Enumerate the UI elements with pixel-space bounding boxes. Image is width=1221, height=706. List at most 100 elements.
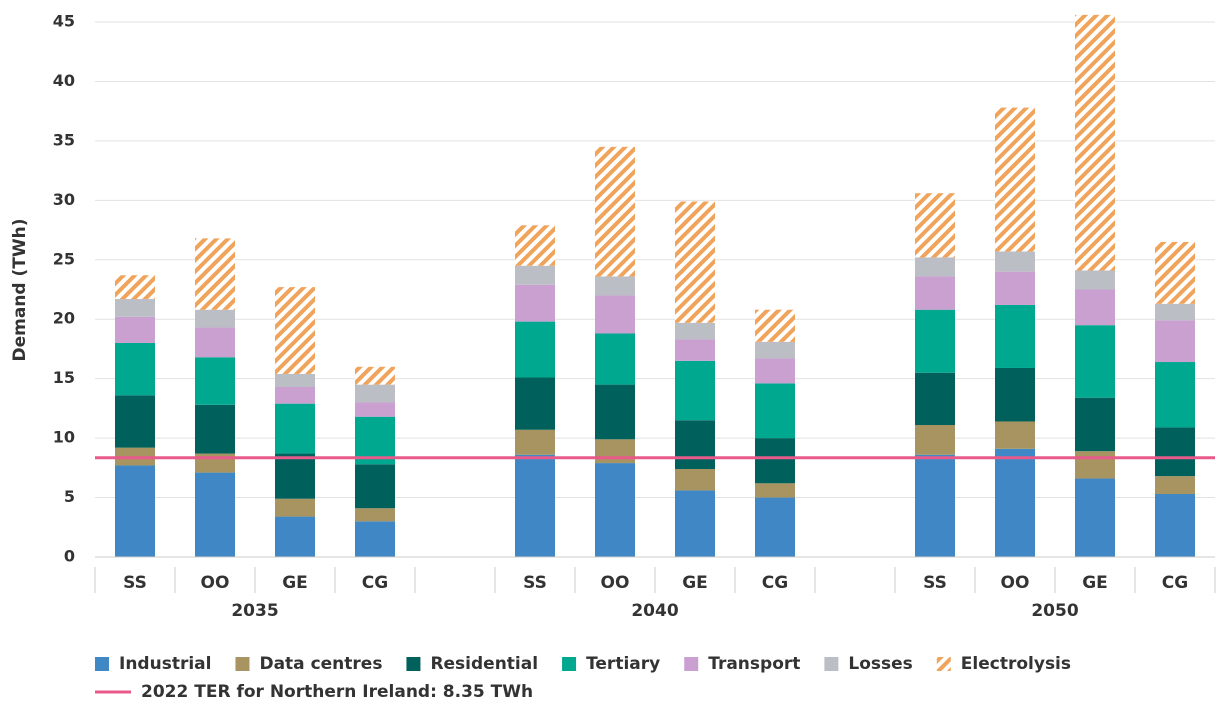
bar-segment — [355, 464, 395, 509]
bar-segment — [355, 508, 395, 522]
bar-segment — [595, 146, 635, 277]
bar-segment — [1075, 14, 1115, 271]
x-tick-label: CG — [1162, 573, 1188, 593]
bar-segment — [195, 472, 235, 557]
bar-segment — [355, 402, 395, 417]
y-tick-label: 10 — [53, 428, 75, 447]
bar-segment — [675, 420, 715, 470]
bar-segment — [595, 439, 635, 464]
bar-segment — [755, 383, 795, 439]
bar-segment — [755, 341, 795, 359]
group-label: 2050 — [1031, 601, 1078, 621]
x-tick-label: GE — [682, 573, 708, 593]
bar-segment — [675, 469, 715, 491]
bar-segment — [275, 403, 315, 454]
bar-segment — [515, 321, 555, 378]
y-axis-title: Demand (TWh) — [10, 218, 30, 361]
bar-segment — [275, 373, 315, 387]
bar-segment — [355, 384, 395, 403]
y-tick-label: 0 — [64, 547, 75, 566]
bar-segment — [915, 454, 955, 557]
bar-segment — [515, 454, 555, 557]
x-tick-label: OO — [1001, 573, 1030, 593]
bar-segment — [195, 357, 235, 405]
bar-segment — [755, 497, 795, 557]
legend-swatch — [406, 657, 421, 671]
x-tick-label: CG — [762, 573, 788, 593]
bar-segment — [515, 429, 555, 455]
bar-segment — [675, 339, 715, 361]
y-tick-label: 15 — [53, 368, 75, 387]
y-tick-label: 25 — [53, 249, 75, 268]
bar-segment — [1075, 325, 1115, 398]
bar-segment — [1075, 478, 1115, 557]
bar-segment — [995, 448, 1035, 557]
bar-segment — [915, 257, 955, 277]
group-label: 2035 — [231, 601, 278, 621]
legend-label: 2022 TER for Northern Ireland: 8.35 TWh — [141, 682, 533, 702]
legend-swatch — [824, 657, 839, 671]
bar-segment — [115, 465, 155, 557]
legend-label: Industrial — [119, 654, 211, 674]
x-tick-label: SS — [523, 573, 547, 593]
x-tick-label: GE — [1082, 573, 1108, 593]
y-tick-label: 40 — [53, 71, 75, 90]
group-label: 2040 — [631, 601, 678, 621]
bar-segment — [355, 521, 395, 557]
x-tick-label: SS — [923, 573, 947, 593]
bar-segment — [915, 309, 955, 373]
bar-segment — [995, 304, 1035, 368]
bar-segment — [515, 265, 555, 285]
bar-segment — [915, 425, 955, 455]
bar-segment — [515, 284, 555, 322]
bar-segment — [755, 438, 795, 484]
x-tick-label: SS — [123, 573, 147, 593]
bar-segment — [995, 107, 1035, 252]
bar-segment — [1075, 289, 1115, 326]
legend-swatch — [235, 657, 250, 671]
bar-segment — [275, 516, 315, 557]
bar-segment — [675, 322, 715, 340]
bar-segment — [1155, 241, 1195, 304]
bar-segment — [1155, 427, 1195, 477]
legend-swatch — [684, 657, 699, 671]
bar-segment — [995, 251, 1035, 272]
x-tick-label: GE — [282, 573, 308, 593]
bar-segment — [115, 299, 155, 317]
y-tick-label: 20 — [53, 309, 75, 328]
bar-segment — [595, 276, 635, 296]
x-tick-label: OO — [201, 573, 230, 593]
bar-segment — [275, 498, 315, 517]
legend-label: Residential — [430, 654, 538, 674]
bar-segment — [355, 366, 395, 385]
bar-segment — [915, 276, 955, 310]
bar-segment — [195, 327, 235, 358]
bar-segment — [755, 358, 795, 384]
legend-swatch — [562, 657, 577, 671]
y-tick-label: 5 — [64, 487, 75, 506]
bar-segment — [595, 333, 635, 385]
bar-segment — [675, 360, 715, 421]
bar-segment — [115, 343, 155, 396]
bar-segment — [915, 372, 955, 426]
x-tick-label: OO — [601, 573, 630, 593]
legend-swatch — [95, 657, 109, 671]
bar-segment — [115, 395, 155, 448]
bar-segment — [995, 367, 1035, 422]
legend-label: Losses — [848, 654, 912, 674]
bar-segment — [275, 453, 315, 499]
bar-segment — [915, 193, 955, 258]
legend-label: Tertiary — [586, 654, 660, 674]
legend-label: Data centres — [259, 654, 382, 674]
bar-segment — [995, 421, 1035, 449]
bar-segment — [195, 404, 235, 454]
bar-segment — [115, 275, 155, 300]
legend-label: Transport — [708, 654, 800, 674]
y-tick-label: 35 — [53, 130, 75, 149]
bar-segment — [1155, 362, 1195, 428]
bar-segment — [755, 309, 795, 342]
bar-segment — [515, 377, 555, 430]
bar-segment — [1155, 320, 1195, 363]
bar-segment — [195, 238, 235, 310]
